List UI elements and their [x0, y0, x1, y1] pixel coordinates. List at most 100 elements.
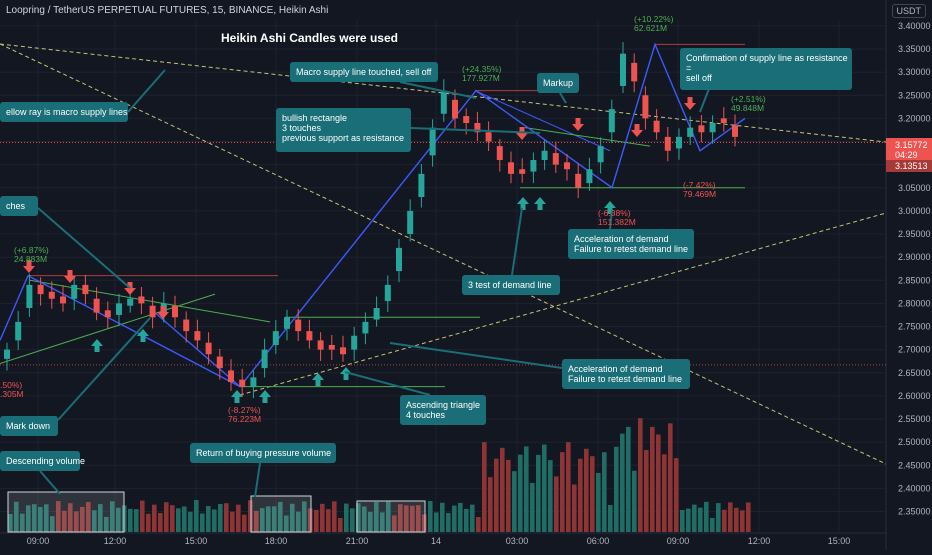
volume-bar [452, 505, 457, 532]
candle-body [452, 99, 458, 119]
y-tick-label: 2.95000 [898, 229, 931, 239]
buy-arrow [91, 339, 103, 352]
volume-bar [662, 454, 667, 532]
measure-label: (-8.27%) [228, 405, 261, 415]
candle-body [676, 136, 682, 149]
price-tag-label: 04:29 [895, 150, 918, 160]
volume-bar [260, 508, 265, 532]
candle-body [608, 109, 615, 133]
candle-body [653, 120, 660, 133]
volume-bar [86, 502, 91, 532]
annotation-text: bullish rectangle [282, 113, 347, 123]
volume-bar [200, 513, 205, 532]
volume-bar [98, 504, 103, 532]
annotation-text: Failure to retest demand line [574, 244, 688, 254]
annotation-text: Descending volume [6, 456, 85, 466]
y-tick-label: 2.90000 [898, 252, 931, 262]
volume-bar [278, 501, 283, 532]
candle-body [4, 349, 10, 359]
x-tick-label: 12:00 [104, 536, 127, 546]
measure-label: (-6.38%) [598, 208, 631, 218]
volume-bar [506, 459, 511, 532]
volume-highlight-box [250, 495, 312, 533]
candle-body [552, 153, 559, 165]
volume-bar [638, 418, 643, 532]
candle-body [541, 150, 548, 160]
candle-body [284, 317, 290, 329]
volume-bar [368, 511, 373, 532]
volume-bar [572, 484, 577, 532]
y-tick-label: 2.55000 [898, 414, 931, 424]
candle-body [474, 123, 481, 133]
candle-body [384, 284, 391, 302]
volume-bar [80, 506, 85, 532]
trend-line [29, 279, 271, 323]
volume-bar [548, 460, 553, 532]
candle-body [519, 169, 526, 174]
candle-body [586, 169, 593, 184]
candle-body [362, 321, 369, 334]
candle-body [418, 173, 425, 197]
volume-bar [224, 503, 229, 532]
callout-box [462, 275, 560, 295]
currency-selector[interactable]: USDT [891, 4, 926, 18]
volume-bar [620, 433, 625, 532]
candle-body [351, 335, 358, 350]
volume-bar [608, 504, 613, 532]
candle-body [463, 116, 470, 123]
annotation-text: Macro supply line touched, sell off [296, 67, 432, 77]
candle-body [60, 296, 66, 304]
candle-body [37, 284, 44, 295]
callout-pointer [127, 69, 166, 113]
annotation-text: Mark down [6, 421, 50, 431]
volume-bar [158, 513, 163, 532]
annotation-text: Acceleration of demand [568, 364, 663, 374]
y-tick-label: 2.50000 [898, 437, 931, 447]
candle-body [116, 303, 122, 315]
callout-box [0, 451, 80, 471]
annotation-text: ches [6, 201, 26, 211]
volume-bar [32, 504, 37, 532]
y-tick-label: 2.85000 [898, 275, 931, 285]
volume-bar [530, 482, 535, 532]
measure-label: (+10.22%) [634, 14, 674, 24]
volume-bar [134, 509, 139, 532]
volume-bar [524, 446, 529, 532]
volume-bar [428, 500, 433, 532]
volume-bar [518, 454, 523, 532]
volume-bar [656, 434, 661, 532]
candle-body [261, 349, 268, 369]
volume-bar [50, 516, 55, 532]
volume-bar [542, 444, 547, 532]
candle-body [239, 379, 246, 387]
measure-label: 24.883M [14, 254, 47, 264]
measure-label: (-7.42%) [683, 180, 716, 190]
buy-arrow [340, 367, 352, 380]
candle-body [429, 127, 436, 156]
callout-box [568, 229, 694, 259]
trend-line [524, 127, 651, 147]
measure-label: 177.927M [462, 73, 500, 83]
volume-bar [254, 510, 259, 532]
volume-bar [38, 506, 43, 532]
measure-label: .50%) [0, 380, 22, 390]
volume-bar [392, 515, 397, 532]
candle-body [575, 173, 582, 188]
candle-body [183, 319, 190, 332]
volume-bar [320, 503, 325, 532]
volume-bar [446, 512, 451, 532]
candle-body [631, 62, 638, 82]
volume-bar [206, 506, 211, 532]
volume-bar [20, 513, 25, 532]
sell-arrow [631, 124, 643, 137]
volume-bar [740, 510, 745, 532]
measure-label: (+2.51%) [731, 94, 766, 104]
volume-bar [302, 501, 307, 532]
volume-bar [704, 501, 709, 532]
annotation-text: = [686, 63, 691, 73]
volume-bar [242, 514, 247, 532]
callout-pointer [399, 81, 477, 99]
macro-supply-ray [0, 43, 887, 143]
volume-bar [434, 512, 439, 532]
volume-bar [746, 502, 751, 532]
